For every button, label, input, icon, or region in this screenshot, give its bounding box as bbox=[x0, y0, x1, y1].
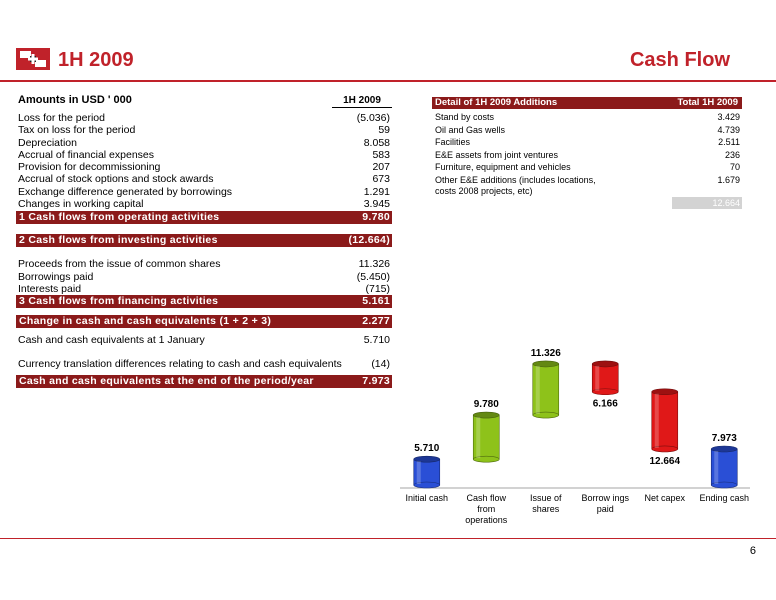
data-label-2: 11.326 bbox=[531, 348, 561, 359]
table-row: Changes in working capital 3.945 bbox=[18, 198, 390, 211]
footer-divider bbox=[0, 538, 776, 539]
band-financing: 3 Cash flows from financing activities 5.… bbox=[16, 295, 392, 308]
column-header: 1H 2009 bbox=[332, 95, 392, 108]
category-label-2: shares bbox=[532, 504, 560, 514]
band-change: Change in cash and cash equivalents (1 +… bbox=[16, 315, 392, 328]
bar-4 bbox=[651, 388, 679, 453]
table-row: Stand by costs 3.429 bbox=[435, 112, 740, 122]
category-label-1: from bbox=[477, 504, 495, 514]
page-title: 1H 2009 bbox=[58, 49, 134, 71]
table-row: Provision for decommissioning 207 bbox=[18, 161, 390, 174]
table-row: E&E assets from joint ventures 236 bbox=[435, 149, 740, 160]
category-label-1: operations bbox=[465, 515, 508, 525]
bar-0 bbox=[413, 455, 441, 489]
category-label-3: paid bbox=[597, 504, 614, 514]
cash-waterfall-chart: 5.710 Initial cash 9.780 Cash flowfromopera… bbox=[400, 348, 750, 525]
header-divider bbox=[0, 80, 776, 82]
currency-row: Currency translation differences relatin… bbox=[18, 358, 390, 370]
table-row: Loss for the period (5.036) bbox=[18, 112, 390, 124]
table-row: Accrual of financial expenses 583 bbox=[18, 148, 390, 161]
data-label-3: 6.166 bbox=[593, 399, 618, 410]
bar-2 bbox=[532, 360, 560, 419]
company-logo bbox=[16, 48, 50, 70]
data-label-1: 9.780 bbox=[474, 399, 499, 410]
band-operating: 1 Cash flows from operating activities 9.… bbox=[16, 211, 392, 224]
table-row: Facilities 2.511 bbox=[435, 137, 740, 148]
opening-cash-row: Cash and cash equivalents at 1 January 5.… bbox=[18, 334, 390, 346]
page-number: 6 bbox=[749, 545, 756, 557]
category-label-1: Cash flow bbox=[466, 493, 506, 503]
band-end-cash: Cash and cash equivalents at the end of … bbox=[16, 375, 392, 388]
category-label-2: Issue of bbox=[530, 493, 562, 503]
category-label-4: Net capex bbox=[644, 493, 685, 503]
table-row: Interests paid (715) bbox=[18, 283, 390, 295]
additions-header: Detail of 1H 2009 Additions Total 1H 2009 bbox=[432, 97, 742, 109]
additions-row-continuation: costs 2008 projects, etc) bbox=[435, 186, 533, 196]
section-title: Cash Flow bbox=[629, 49, 730, 71]
table-row: Depreciation 8.058 bbox=[18, 136, 390, 149]
table-row: Furniture, equipment and vehicles 70 bbox=[435, 162, 740, 173]
data-label-5: 7.973 bbox=[712, 433, 737, 444]
category-label-5: Ending cash bbox=[699, 493, 749, 503]
bar-5 bbox=[710, 445, 738, 489]
category-label-3: Borrow ings bbox=[581, 493, 629, 503]
additions-rows: Stand by costs 3.429 Oil and Gas wells 4.7… bbox=[435, 111, 742, 187]
table-row: Other E&E additions (includes locations,… bbox=[435, 174, 740, 185]
table-row: Oil and Gas wells 4.739 bbox=[435, 124, 740, 135]
bar-1 bbox=[472, 411, 500, 463]
table-row: Exchange difference generated by borrowi… bbox=[18, 185, 390, 198]
category-label-0: Initial cash bbox=[405, 493, 448, 503]
additions-total: 12.664 bbox=[672, 197, 742, 209]
data-label-4: 12.664 bbox=[649, 456, 680, 467]
operating-rows: Loss for the period (5.036) Tax on loss f… bbox=[18, 112, 392, 210]
table-row: Borrowings paid (5.450) bbox=[18, 270, 390, 283]
amounts-caption: Amounts in USD ' 000 bbox=[18, 94, 132, 106]
band-investing: 2 Cash flows from investing activities (1… bbox=[16, 234, 392, 247]
table-row: Proceeds from the issue of common shares… bbox=[18, 258, 390, 270]
table-row: Tax on loss for the period 59 bbox=[18, 124, 390, 137]
bar-3 bbox=[591, 360, 619, 396]
data-label-0: 5.710 bbox=[414, 443, 439, 454]
table-row: Accrual of stock options and stock award… bbox=[18, 173, 390, 186]
